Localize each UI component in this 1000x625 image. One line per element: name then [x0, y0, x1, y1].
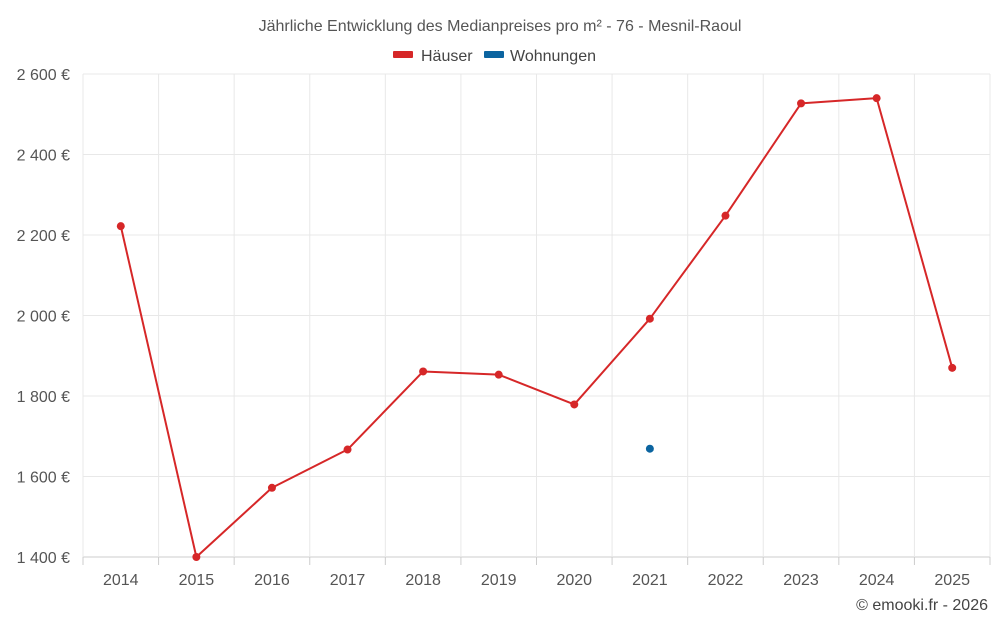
series-layer — [116, 94, 957, 561]
legend: Häuser Wohnungen — [393, 48, 596, 65]
y-tick-label: 1 600 € — [17, 470, 70, 487]
data-point-haeuser[interactable] — [267, 483, 276, 492]
x-tick-label: 2017 — [330, 572, 366, 589]
y-tick-label: 1 800 € — [17, 389, 70, 406]
legend-label-haeuser: Häuser — [421, 48, 473, 65]
x-tick-label: 2018 — [405, 572, 441, 589]
y-tick-label: 2 000 € — [17, 309, 70, 326]
data-point-haeuser[interactable] — [872, 94, 881, 103]
y-tick-label: 2 200 € — [17, 228, 70, 245]
x-tick-label: 2025 — [934, 572, 970, 589]
grid — [82, 73, 991, 558]
chart-title: Jährliche Entwicklung des Medianpreises … — [259, 18, 742, 35]
y-tick-label: 1 400 € — [17, 550, 70, 567]
data-point-haeuser[interactable] — [116, 222, 125, 231]
x-tick-label: 2021 — [632, 572, 668, 589]
data-point-haeuser[interactable] — [343, 445, 352, 454]
x-tick-label: 2023 — [783, 572, 819, 589]
y-tick-label: 2 600 € — [17, 67, 70, 84]
legend-swatch-wohnungen — [484, 51, 504, 58]
x-tick-label: 2020 — [556, 572, 592, 589]
series-haeuser — [116, 94, 957, 561]
legend-item-wohnungen[interactable]: Wohnungen — [484, 48, 596, 65]
data-point-haeuser[interactable] — [797, 99, 806, 108]
legend-label-wohnungen: Wohnungen — [510, 48, 596, 65]
data-point-haeuser[interactable] — [192, 553, 201, 561]
x-tick-label: 2024 — [859, 572, 895, 589]
x-tick-label: 2022 — [708, 572, 744, 589]
series-line-haeuser — [119, 97, 954, 558]
x-tick-label: 2019 — [481, 572, 517, 589]
credit: © emooki.fr - 2026 — [856, 597, 988, 614]
y-axis: 1 400 € 1 600 € 1 800 € 2 000 € 2 200 € 2 400… — [17, 67, 70, 567]
x-tick-label: 2015 — [179, 572, 215, 589]
x-tick-label: 2014 — [103, 572, 139, 589]
data-point-haeuser[interactable] — [419, 367, 428, 376]
series-wohnungen — [645, 444, 654, 453]
y-tick-label: 2 400 € — [17, 148, 70, 165]
data-point-haeuser[interactable] — [494, 370, 503, 379]
x-axis: 2014 2015 2016 2017 2018 2019 2020 2021 2022 2023… — [82, 557, 991, 589]
legend-swatch-haeuser — [393, 51, 413, 58]
legend-item-haeuser[interactable]: Häuser — [393, 48, 473, 65]
data-point-wohnungen[interactable] — [645, 444, 654, 453]
data-point-haeuser[interactable] — [645, 314, 654, 323]
data-point-haeuser[interactable] — [721, 211, 730, 220]
data-point-haeuser[interactable] — [948, 363, 957, 372]
x-tick-label: 2016 — [254, 572, 290, 589]
data-point-haeuser[interactable] — [570, 400, 579, 409]
